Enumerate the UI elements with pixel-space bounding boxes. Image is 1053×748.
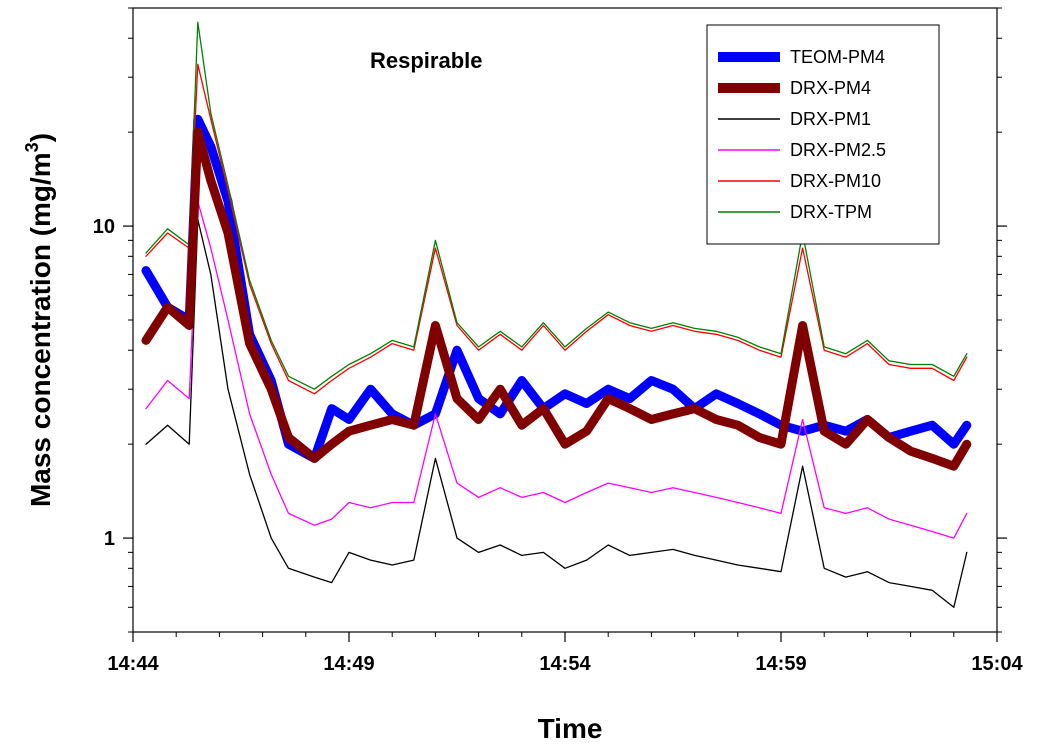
series-line-drx-pm4 — [141, 127, 972, 471]
legend-label-drx-pm4: DRX-PM4 — [790, 78, 871, 98]
legend-label-drx-pm10: DRX-PM10 — [790, 171, 881, 191]
legend-label-drx-pm1: DRX-PM1 — [790, 109, 871, 129]
legend: TEOM-PM4 DRX-PM4 DRX-PM1 DRX-PM2.5 DRX-PM10 D… — [706, 24, 940, 245]
series-line-drx-pm10 — [145, 63, 968, 395]
x-tick-label: 14:59 — [755, 653, 806, 675]
legend-label-drx-pm2-5: DRX-PM2.5 — [790, 140, 886, 160]
x-tick-label: 15:04 — [971, 653, 1023, 675]
series-layer — [141, 21, 972, 608]
annotation-label: Respirable — [370, 48, 483, 73]
series-line-drx-pm1 — [145, 218, 968, 608]
x-tick-labels: 14:44 14:49 14:54 14:59 15:04 — [107, 653, 1023, 675]
x-tick-label: 14:54 — [539, 653, 591, 675]
y-axis-title-superscript: 3 — [22, 142, 42, 152]
y-tick-label: 1 — [104, 528, 115, 550]
y-axis-title-main: Mass concentration (mg/m — [25, 152, 56, 507]
series-line-drx-pm2-5 — [145, 200, 968, 539]
ticks-layer — [123, 7, 1007, 642]
legend-label-drx-tpm: DRX-TPM — [790, 202, 872, 222]
series-line-drx-tpm — [145, 21, 968, 390]
y-tick-labels: 1 10 — [93, 216, 115, 550]
legend-label-teom-pm4: TEOM-PM4 — [790, 47, 885, 67]
y-tick-label: 10 — [93, 216, 115, 238]
y-axis-title: Mass concentration (mg/m3) — [22, 133, 56, 507]
x-tick-label: 14:49 — [323, 653, 374, 675]
y-axis-title-close: ) — [25, 133, 56, 142]
x-axis-title: Time — [538, 713, 603, 744]
x-tick-label: 14:44 — [107, 653, 159, 675]
